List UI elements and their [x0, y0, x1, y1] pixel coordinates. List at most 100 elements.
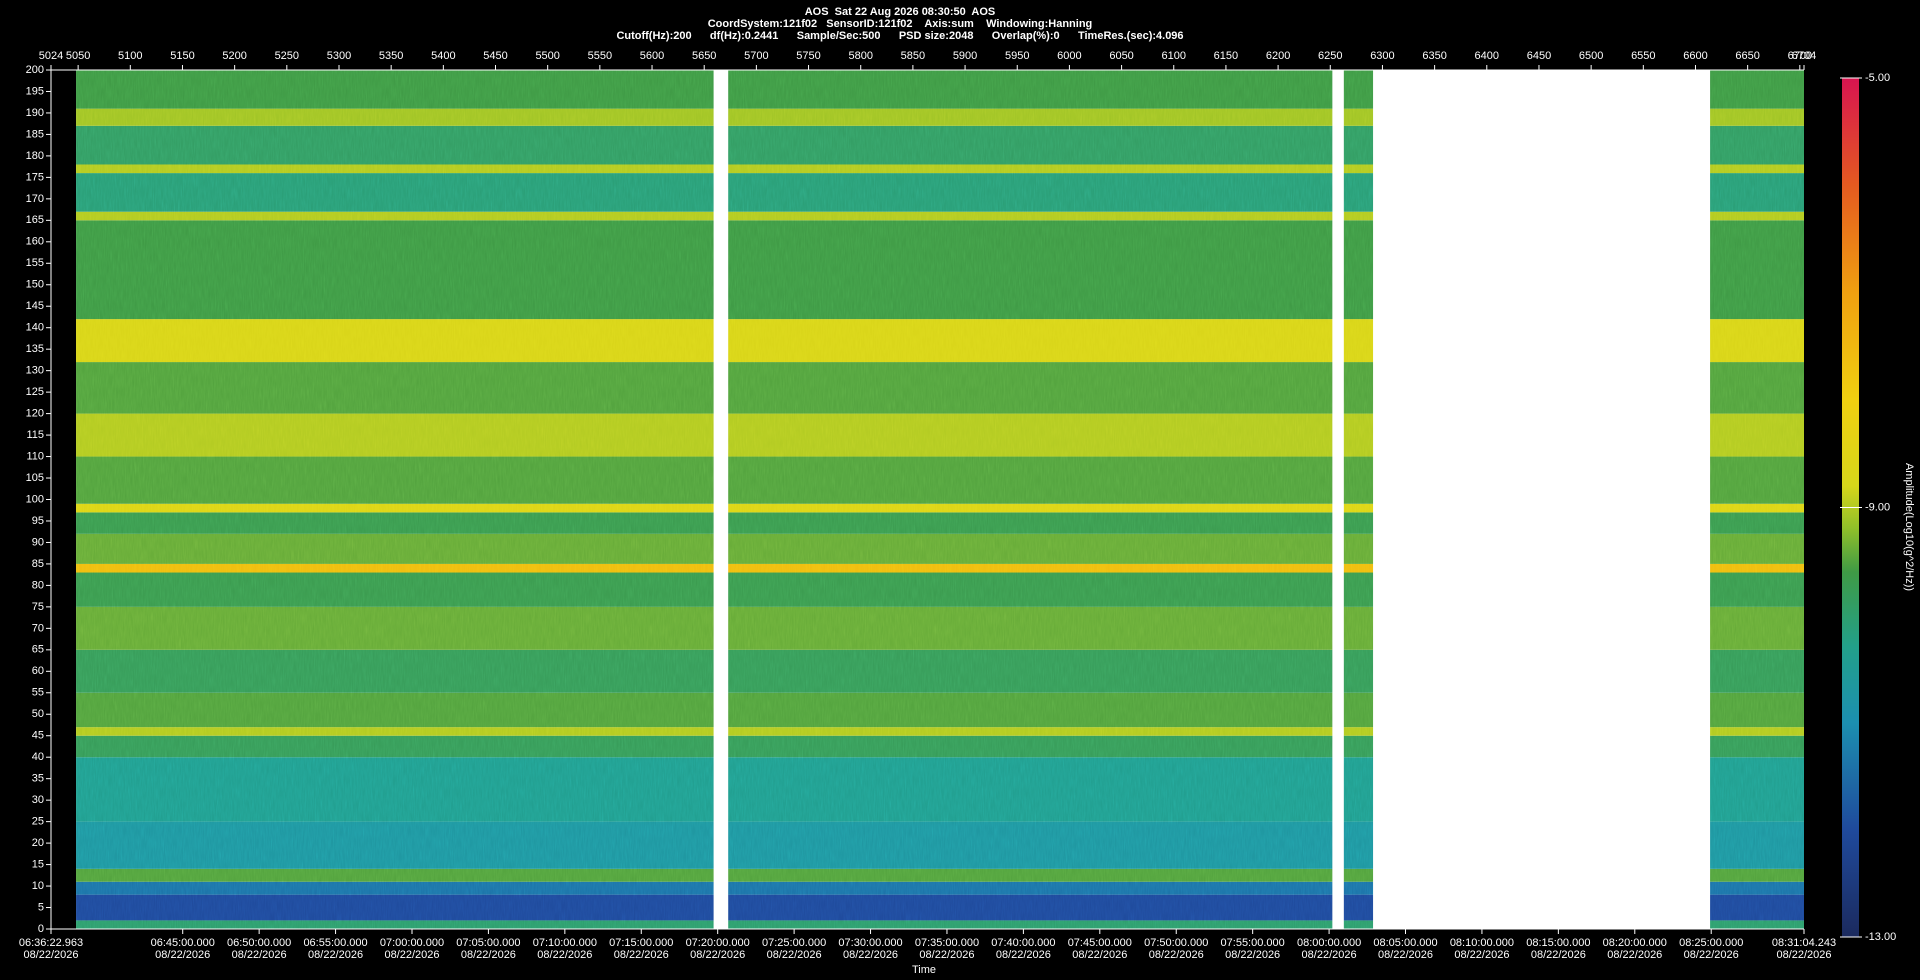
x-tick-label: 6150 [1214, 50, 1238, 62]
x2-tick-date: 08/22/2026 [1378, 949, 1433, 961]
y-tick-label: 5 [38, 901, 44, 913]
y-tick-label: 40 [32, 751, 44, 763]
x2-tick-label: 08:31:04.243 [1772, 937, 1836, 949]
x-tick-label: 5150 [170, 50, 194, 62]
x-tick-label: 5450 [483, 50, 507, 62]
chart-subtitle: Cutoff(Hz):200 df(Hz):0.2441 Sample/Sec:… [616, 30, 1183, 42]
x2-tick-label: 08:00:00.000 [1297, 937, 1361, 949]
x2-tick-label: 08:10:00.000 [1450, 937, 1514, 949]
colorbar-tick-label: -13.00 [1865, 931, 1896, 943]
x2-tick-label: 07:40:00.000 [991, 937, 1055, 949]
x-tick-label: 6200 [1266, 50, 1290, 62]
y-tick-label: 35 [32, 773, 44, 785]
x2-tick-date: 08/22/2026 [767, 949, 822, 961]
y-tick-label: 55 [32, 687, 44, 699]
x2-tick-date: 08/22/2026 [1072, 949, 1127, 961]
x-tick-label: 6704 [1792, 50, 1816, 62]
y-tick-label: 125 [26, 386, 44, 398]
y-tick-label: 65 [32, 644, 44, 656]
y-tick-label: 150 [26, 279, 44, 291]
x-tick-label: 5800 [848, 50, 872, 62]
x2-tick-label: 08:25:00.000 [1679, 937, 1743, 949]
x2-tick-label: 06:45:00.000 [151, 937, 215, 949]
y-tick-label: 20 [32, 837, 44, 849]
colorbar-tick-label: -9.00 [1865, 501, 1890, 513]
y-tick-label: 155 [26, 257, 44, 269]
x2-tick-date: 08/22/2026 [1302, 949, 1357, 961]
x2-tick-date: 08/22/2026 [308, 949, 363, 961]
y-tick-label: 70 [32, 622, 44, 634]
x2-tick-date: 08/22/2026 [155, 949, 210, 961]
x-tick-label: 5500 [535, 50, 559, 62]
x2-tick-label: 07:00:00.000 [380, 937, 444, 949]
x2-tick-date: 08/22/2026 [1607, 949, 1662, 961]
x-tick-label: 5250 [275, 50, 299, 62]
x2-tick-label: 07:05:00.000 [456, 937, 520, 949]
y-tick-label: 115 [26, 429, 44, 441]
y-tick-label: 45 [32, 730, 44, 742]
x-tick-label: 5200 [222, 50, 246, 62]
x-tick-label: 5900 [953, 50, 977, 62]
x2-tick-label: 07:45:00.000 [1068, 937, 1132, 949]
y-tick-label: 140 [26, 322, 44, 334]
x2-tick-date: 08/22/2026 [1454, 949, 1509, 961]
x2-tick-label: 07:15:00.000 [609, 937, 673, 949]
x-tick-label: 6300 [1370, 50, 1394, 62]
chart-subtitle: CoordSystem:121f02 SensorID:121f02 Axis:… [708, 18, 1093, 30]
y-tick-label: 50 [32, 708, 44, 720]
y-tick-label: 135 [26, 343, 44, 355]
x2-tick-date: 08/22/2026 [461, 949, 516, 961]
x2-tick-label: 08:15:00.000 [1526, 937, 1590, 949]
x2-tick-date: 08/22/2026 [232, 949, 287, 961]
y-tick-label: 160 [26, 236, 44, 248]
chart-title: AOS Sat 22 Aug 2026 08:30:50 AOS [805, 6, 996, 18]
x2-tick-date: 08/22/2026 [23, 949, 78, 961]
colorbar-tick-label: -5.00 [1865, 72, 1890, 84]
x-tick-label: 6000 [1057, 50, 1081, 62]
x2-tick-date: 08/22/2026 [1684, 949, 1739, 961]
y-tick-label: 85 [32, 558, 44, 570]
x2-tick-label: 07:10:00.000 [533, 937, 597, 949]
y-tick-label: 0 [38, 923, 44, 935]
x-tick-label: 6250 [1318, 50, 1342, 62]
x2-tick-date: 08/22/2026 [614, 949, 669, 961]
x2-tick-label: 08:20:00.000 [1603, 937, 1667, 949]
y-tick-label: 200 [26, 64, 44, 76]
y-tick-label: 195 [26, 85, 44, 97]
x-tick-label: 6400 [1475, 50, 1499, 62]
x2-tick-label: 07:50:00.000 [1144, 937, 1208, 949]
x-tick-label: 6100 [1162, 50, 1186, 62]
x2-tick-date: 08/22/2026 [1531, 949, 1586, 961]
x-tick-label: 5300 [327, 50, 351, 62]
y-tick-label: 30 [32, 794, 44, 806]
x-tick-label: 6350 [1422, 50, 1446, 62]
y-tick-label: 180 [26, 150, 44, 162]
y-tick-label: 185 [26, 128, 44, 140]
x2-tick-label: 06:55:00.000 [303, 937, 367, 949]
x-tick-label: 5400 [431, 50, 455, 62]
x-tick-label: 5100 [118, 50, 142, 62]
x2-tick-label: 06:36:22.963 [19, 937, 83, 949]
x2-tick-date: 08/22/2026 [690, 949, 745, 961]
x-tick-label: 6500 [1579, 50, 1603, 62]
x-tick-label: 6600 [1683, 50, 1707, 62]
y-tick-label: 165 [26, 214, 44, 226]
y-tick-label: 15 [32, 858, 44, 870]
x2-tick-date: 08/22/2026 [843, 949, 898, 961]
x-tick-label: 6450 [1527, 50, 1551, 62]
x-tick-label: 6650 [1735, 50, 1759, 62]
x2-tick-label: 07:55:00.000 [1221, 937, 1285, 949]
x-tick-label: 5550 [588, 50, 612, 62]
x2-tick-date: 08/22/2026 [384, 949, 439, 961]
colorbar-title: Amplitude(Log10(g^2/Hz)) [1903, 463, 1915, 591]
x-tick-label: 5050 [66, 50, 90, 62]
y-tick-label: 100 [26, 493, 44, 505]
x2-tick-label: 06:50:00.000 [227, 937, 291, 949]
y-tick-label: 110 [26, 450, 44, 462]
y-tick-label: 175 [26, 171, 44, 183]
x-tick-label: 5024 [39, 50, 63, 62]
y-tick-label: 75 [32, 601, 44, 613]
y-tick-label: 190 [26, 107, 44, 119]
